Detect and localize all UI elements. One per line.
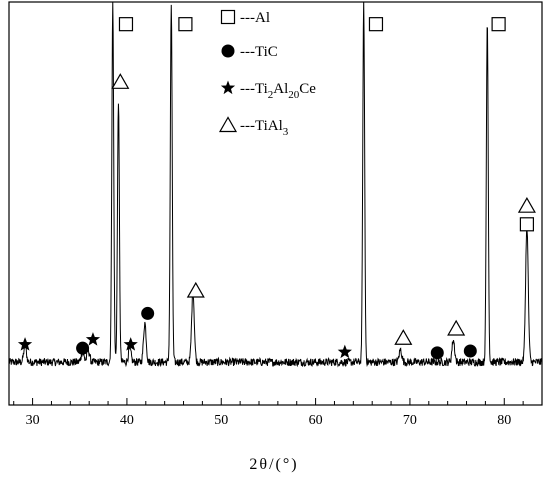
marker-filled-circle-12 [430, 346, 444, 360]
phase-markers [17, 17, 536, 360]
marker-open-square-10 [368, 17, 384, 32]
marker-open-square-4 [118, 17, 134, 32]
marker-open-triangle-13 [447, 319, 466, 336]
marker-filled-circle-1 [76, 341, 90, 355]
x-tick-label: 60 [309, 413, 323, 428]
x-tick-label: 70 [403, 413, 417, 428]
diffraction-trace [9, 2, 542, 368]
marker-star-9 [337, 344, 352, 359]
trace-line [9, 2, 542, 368]
legend-marker-open-square [220, 9, 236, 25]
legend-entry: ---Ti2Al20Ce [220, 80, 316, 101]
x-axis-ticks: 30 40 50 60 70 80 [13, 398, 543, 428]
marker-star-5 [123, 337, 138, 351]
marker-filled-circle-14 [463, 344, 477, 358]
x-tick-label: 30 [26, 413, 40, 428]
legend-marker-open-triangle [218, 116, 238, 133]
plot-border [8, 1, 543, 406]
legend-label: ---TiAl3 [240, 118, 289, 138]
marker-filled-circle-6 [141, 306, 155, 320]
marker-open-triangle-3 [111, 73, 130, 89]
x-tick-label: 80 [497, 413, 511, 428]
legend-label: ---Ti2Al20Ce [240, 81, 316, 101]
marker-open-square-7 [178, 17, 193, 32]
legend-entry: ---TiC [221, 44, 278, 60]
legend-entry: ---Al [220, 9, 270, 26]
legend-marker-star [220, 80, 236, 95]
x-axis-title: 2θ/(°) [249, 456, 298, 473]
legend-marker-filled-circle [221, 44, 235, 58]
marker-open-square-17 [519, 217, 535, 232]
plot-frame [8, 1, 543, 406]
legend-label: ---Al [240, 10, 270, 26]
x-tick-label: 40 [120, 413, 134, 428]
marker-star-0 [17, 337, 33, 351]
x-tick-label: 50 [214, 413, 228, 428]
marker-open-triangle-16 [517, 196, 536, 213]
marker-star-2 [85, 332, 101, 346]
legend-entry: ---TiAl3 [218, 116, 289, 138]
marker-open-triangle-8 [186, 281, 205, 298]
legend-label: ---TiC [240, 44, 278, 60]
legend: ---Al ---TiC ---Ti2Al20Ce ---TiAl3 [218, 9, 316, 138]
marker-open-square-15 [491, 17, 506, 32]
marker-open-triangle-11 [394, 329, 413, 345]
